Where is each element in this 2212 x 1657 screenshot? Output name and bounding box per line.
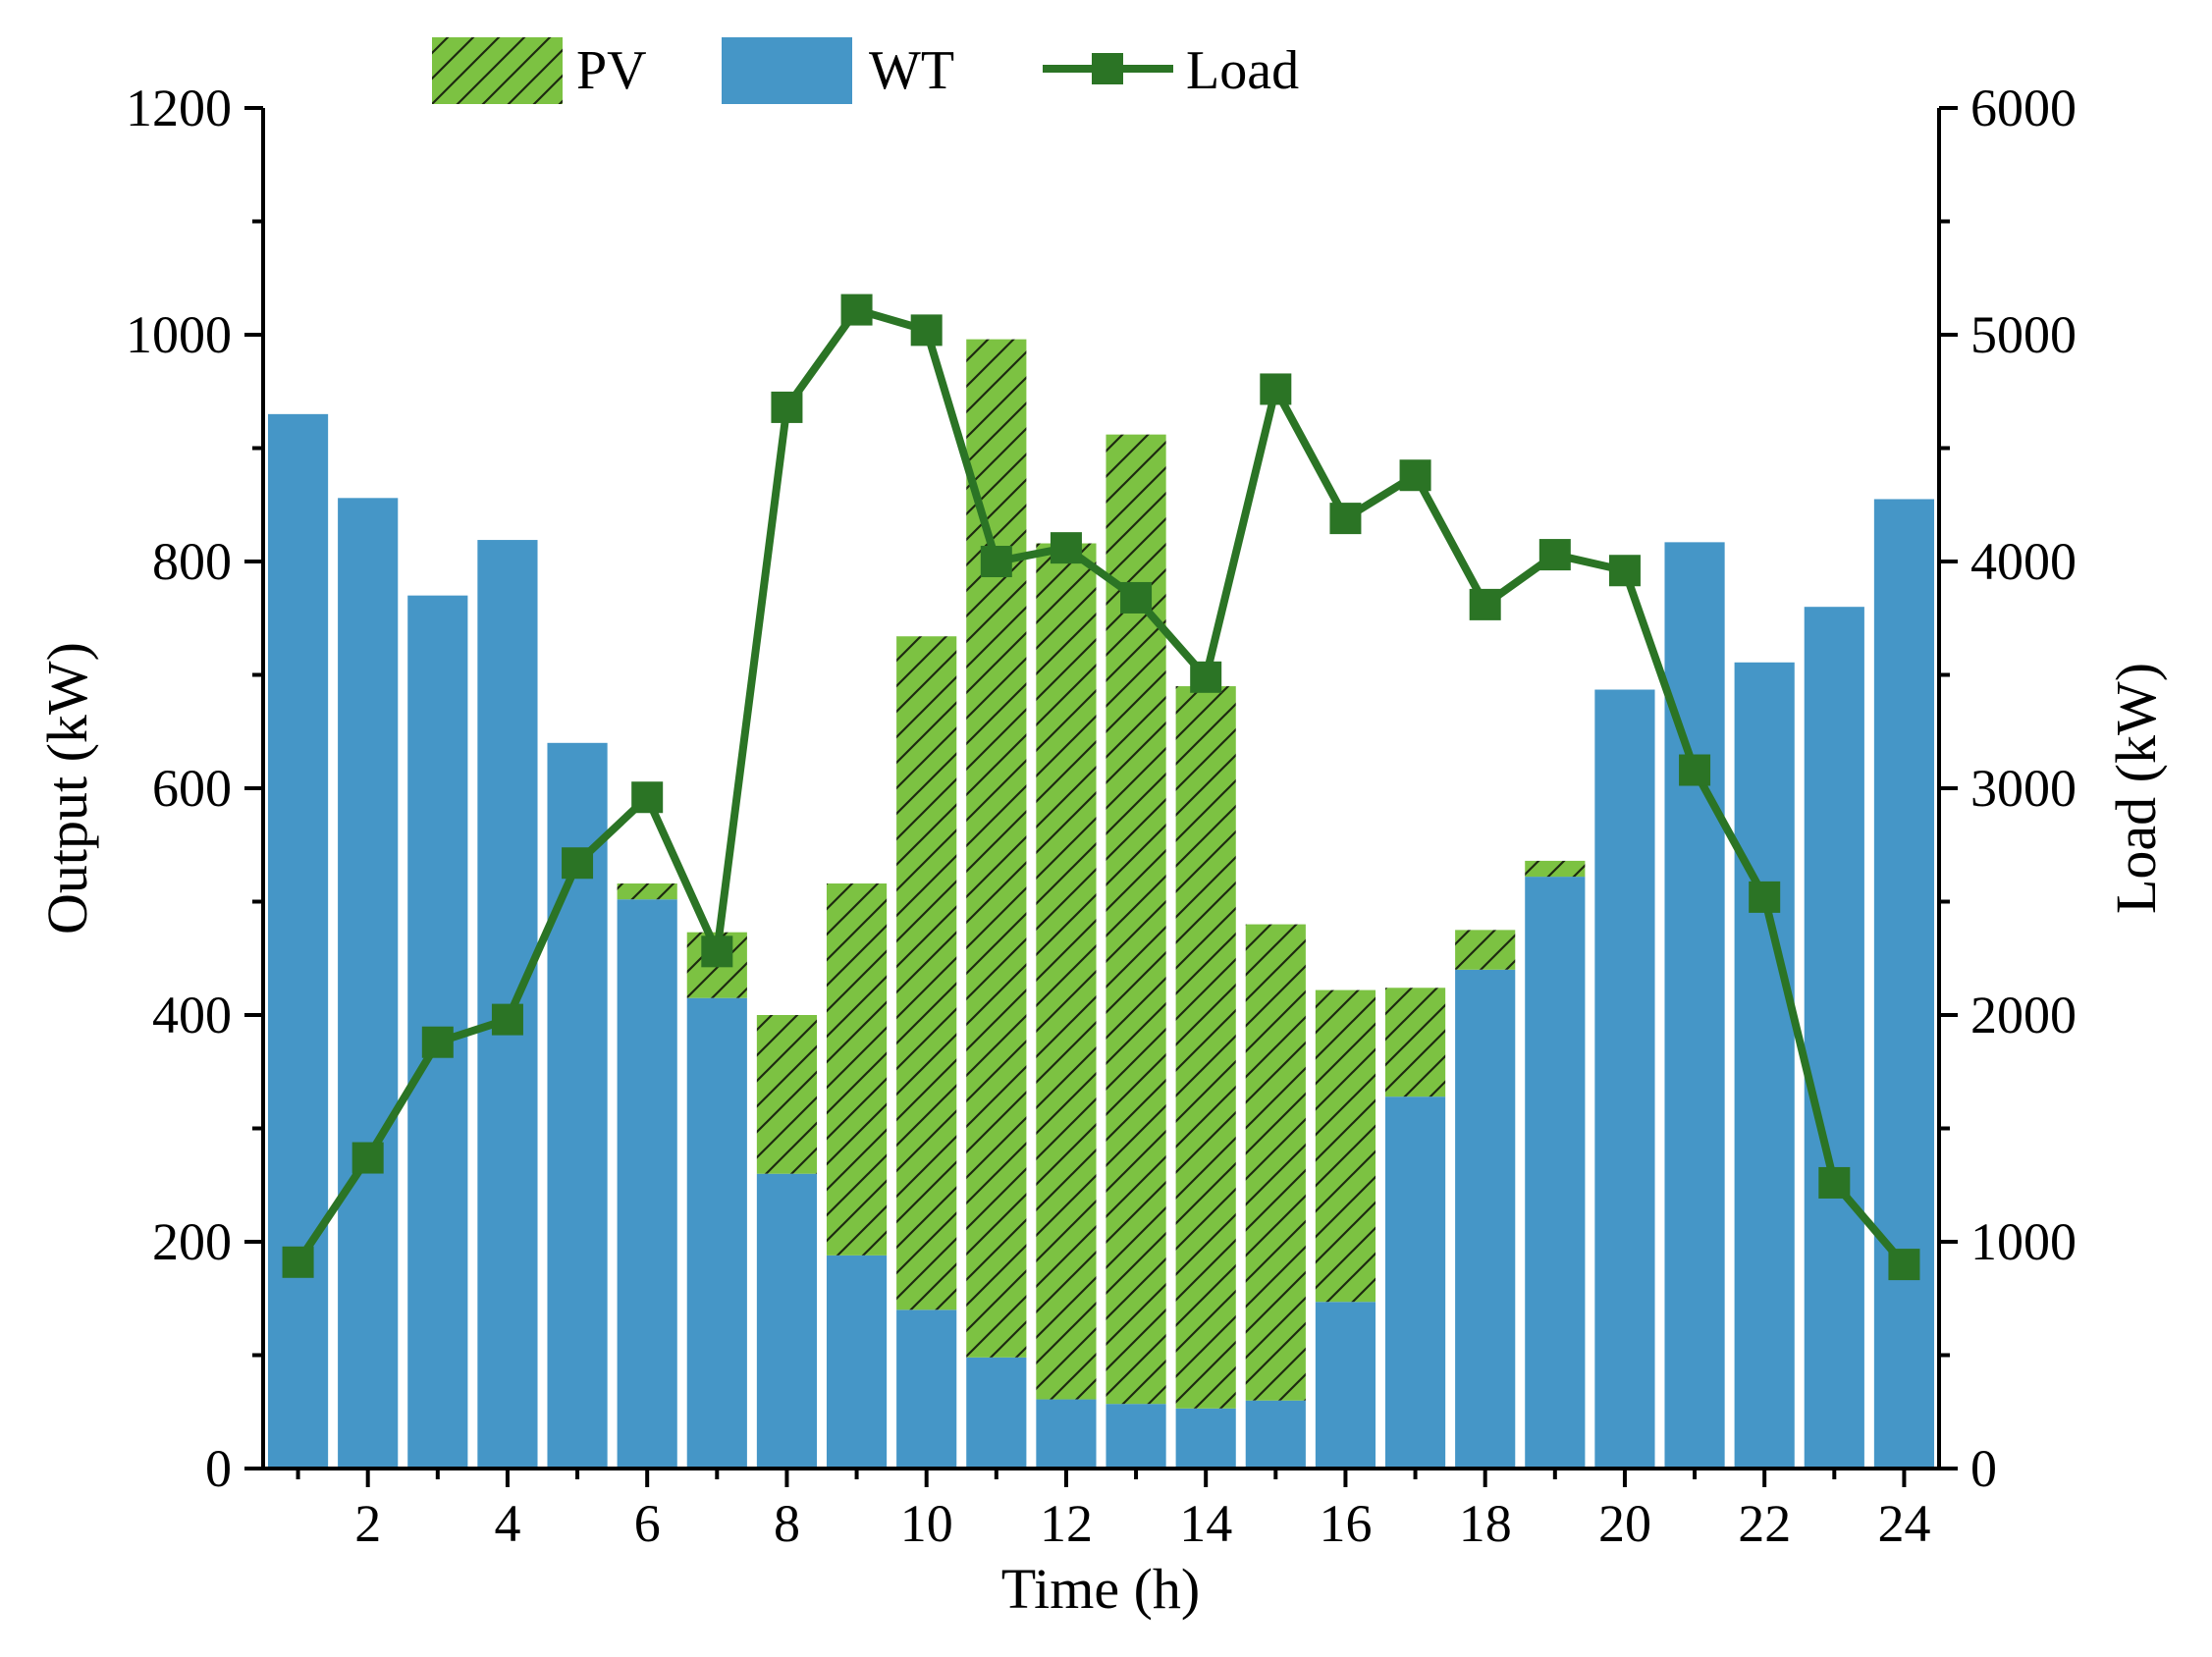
- legend: PV WT Load: [432, 37, 1299, 104]
- wt-bar-18: [1455, 969, 1516, 1469]
- x-tick-label: 12: [1040, 1494, 1093, 1553]
- x-tick-label: 18: [1459, 1494, 1512, 1553]
- legend-wt-swatch: [722, 37, 852, 104]
- wt-bar-14: [1175, 1408, 1236, 1469]
- pv-bar-15: [1245, 924, 1306, 1401]
- x-tick-label: 14: [1179, 1494, 1232, 1553]
- legend-load-label: Load: [1186, 40, 1299, 101]
- pv-bar-6: [617, 883, 677, 900]
- right-tick-label: 2000: [1970, 986, 2077, 1044]
- load-point-13: [1120, 581, 1153, 614]
- load-point-11: [980, 546, 1012, 577]
- right-tick-label: 4000: [1970, 532, 2077, 591]
- pv-bar-12: [1036, 543, 1097, 1400]
- legend-wt-label: WT: [869, 40, 954, 101]
- load-point-1: [282, 1246, 314, 1278]
- x-tick-label: 2: [354, 1494, 381, 1553]
- x-axis-title: Time (h): [1001, 1557, 1201, 1621]
- legend-pv-label: PV: [576, 40, 647, 101]
- right-axis-title: Load (kW): [2104, 663, 2168, 914]
- wt-bar-20: [1594, 689, 1655, 1469]
- load-point-5: [562, 847, 594, 880]
- left-tick-label: 200: [152, 1212, 232, 1271]
- pv-bar-11: [966, 339, 1027, 1358]
- x-tick-label: 22: [1738, 1494, 1791, 1553]
- left-tick-label: 400: [152, 986, 232, 1044]
- load-point-24: [1888, 1249, 1920, 1281]
- left-tick-label: 0: [205, 1439, 232, 1498]
- wt-bar-7: [686, 997, 747, 1469]
- load-line-layer: [282, 294, 1920, 1281]
- pv-bar-19: [1525, 860, 1586, 878]
- load-point-16: [1329, 503, 1362, 535]
- wt-bar-2: [338, 498, 399, 1469]
- x-tick-label: 16: [1319, 1494, 1372, 1553]
- left-tick-label: 600: [152, 759, 232, 818]
- right-tick-label: 3000: [1970, 759, 2077, 818]
- pv-bar-8: [756, 1015, 818, 1174]
- load-point-21: [1679, 754, 1711, 786]
- legend-load-marker: [1092, 53, 1123, 84]
- load-point-15: [1260, 373, 1292, 405]
- x-tick-label: 24: [1877, 1494, 1930, 1553]
- wt-bar-21: [1664, 542, 1725, 1469]
- wt-bar-13: [1106, 1404, 1166, 1469]
- wt-bar-17: [1384, 1096, 1446, 1469]
- load-point-18: [1469, 588, 1501, 620]
- right-tick-label: 0: [1970, 1439, 1997, 1498]
- load-point-10: [910, 314, 943, 347]
- load-point-17: [1399, 459, 1431, 492]
- wt-bar-10: [896, 1310, 957, 1469]
- left-tick-label: 1200: [126, 79, 232, 137]
- wt-bar-19: [1525, 877, 1586, 1469]
- pv-bar-9: [826, 883, 888, 1256]
- wt-bar-23: [1804, 607, 1864, 1469]
- wt-bar-16: [1315, 1302, 1376, 1469]
- x-tick-label: 6: [634, 1494, 661, 1553]
- right-tick-label: 1000: [1970, 1212, 2077, 1271]
- wt-bar-6: [617, 899, 677, 1469]
- pv-bar-10: [896, 636, 957, 1310]
- left-tick-label: 800: [152, 532, 232, 591]
- pv-bar-18: [1455, 930, 1516, 970]
- left-axis-title: Output (kW): [35, 642, 99, 935]
- load-point-22: [1749, 881, 1781, 913]
- x-tick-label: 8: [774, 1494, 800, 1553]
- wt-bar-12: [1036, 1399, 1097, 1469]
- wt-bar-11: [966, 1357, 1027, 1469]
- wt-bar-1: [267, 413, 329, 1470]
- ticks-layer: 0 200 400 600 800 1000 1200 0 1000 2000 3000 4000 50…: [126, 79, 2077, 1553]
- load-point-7: [701, 935, 733, 968]
- x-tick-label: 20: [1598, 1494, 1651, 1553]
- legend-pv-swatch: [432, 37, 563, 104]
- pv-bar-16: [1315, 989, 1376, 1303]
- load-point-23: [1818, 1166, 1851, 1199]
- load-point-19: [1538, 539, 1571, 571]
- load-line: [295, 305, 1908, 1267]
- pv-bar-14: [1175, 686, 1236, 1409]
- load-point-8: [771, 391, 803, 423]
- wt-bar-15: [1245, 1400, 1306, 1469]
- load-point-6: [631, 781, 664, 814]
- right-tick-label: 6000: [1970, 79, 2077, 137]
- load-point-2: [351, 1142, 384, 1174]
- load-point-9: [840, 294, 873, 326]
- x-tick-label: 4: [494, 1494, 520, 1553]
- left-tick-label: 1000: [126, 305, 232, 364]
- load-point-3: [421, 1026, 454, 1058]
- wt-bar-9: [826, 1255, 888, 1469]
- pv-bar-17: [1384, 988, 1446, 1097]
- wt-bar-22: [1734, 662, 1795, 1469]
- load-point-4: [491, 1003, 523, 1036]
- load-point-20: [1608, 555, 1641, 587]
- wt-bar-24: [1873, 499, 1935, 1470]
- x-tick-label: 10: [900, 1494, 953, 1553]
- right-tick-label: 5000: [1970, 305, 2077, 364]
- wt-bar-8: [756, 1173, 818, 1469]
- load-point-14: [1190, 661, 1222, 693]
- load-point-12: [1050, 532, 1082, 564]
- bars-layer: [267, 339, 1935, 1470]
